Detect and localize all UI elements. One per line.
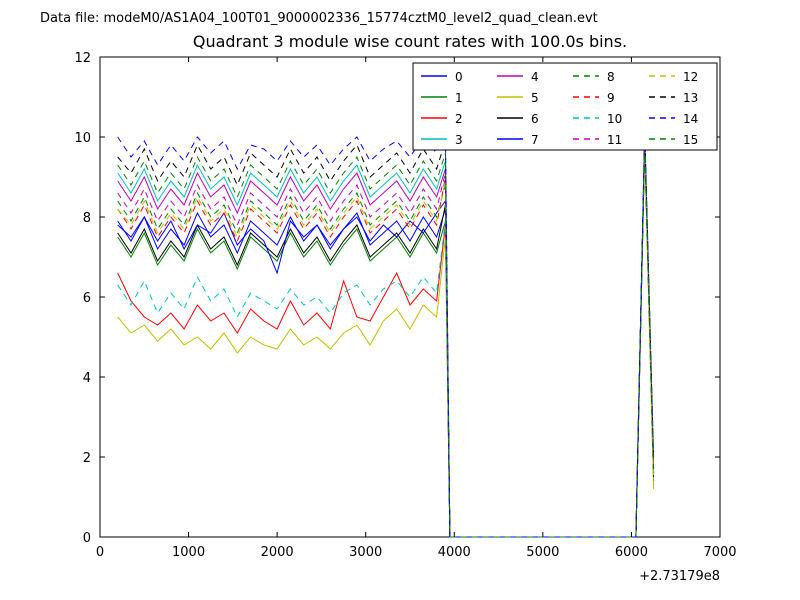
- legend-label-10: 10: [607, 112, 622, 126]
- y-tick-label: 2: [83, 451, 91, 466]
- series-line-0: [117, 140, 655, 538]
- legend-label-2: 2: [455, 112, 463, 126]
- series-line-2: [117, 140, 655, 538]
- legend-label-6: 6: [531, 112, 539, 126]
- x-tick-label: 0: [96, 545, 104, 560]
- legend-label-12: 12: [683, 70, 698, 84]
- series-line-13: [117, 128, 655, 538]
- y-tick-label: 0: [83, 531, 91, 546]
- x-tick-label: 2000: [261, 545, 294, 560]
- series-line-5: [117, 148, 655, 538]
- legend-label-8: 8: [607, 70, 615, 84]
- series-lines: [117, 128, 655, 538]
- y-tick-label: 10: [74, 131, 91, 146]
- series-line-3: [117, 132, 655, 538]
- x-tick-label: 7000: [703, 545, 736, 560]
- x-offset-label: +2.73179e8: [639, 569, 720, 584]
- series-line-4: [117, 136, 655, 538]
- y-tick-label: 8: [83, 211, 91, 226]
- x-tick-label: 3000: [349, 545, 382, 560]
- legend-label-4: 4: [531, 70, 539, 84]
- y-tick-label: 6: [83, 291, 91, 306]
- legend-label-11: 11: [607, 133, 622, 147]
- legend-label-5: 5: [531, 91, 539, 105]
- legend-label-1: 1: [455, 91, 463, 105]
- y-tick-label: 4: [83, 371, 91, 386]
- x-tick-label: 5000: [526, 545, 559, 560]
- series-line-6: [117, 144, 655, 538]
- legend-label-0: 0: [455, 70, 463, 84]
- series-line-9: [117, 136, 655, 538]
- series-line-14: [117, 128, 655, 538]
- series-line-10: [117, 144, 655, 538]
- series-line-7: [117, 136, 655, 538]
- legend-label-14: 14: [683, 112, 698, 126]
- legend-label-13: 13: [683, 91, 698, 105]
- series-line-8: [117, 140, 655, 538]
- legend-label-9: 9: [607, 91, 615, 105]
- legend-label-15: 15: [683, 133, 698, 147]
- x-tick-label: 6000: [615, 545, 648, 560]
- series-line-12: [117, 140, 655, 538]
- legend-box: [412, 62, 718, 151]
- legend-label-7: 7: [531, 133, 539, 147]
- legend-label-3: 3: [455, 133, 463, 147]
- series-line-1: [117, 144, 655, 538]
- chart-title: Quadrant 3 module wise count rates with …: [193, 32, 627, 51]
- data-file-label: Data file: modeM0/AS1A04_100T01_90000023…: [40, 11, 598, 26]
- x-tick-label: 1000: [172, 545, 205, 560]
- x-tick-label: 4000: [438, 545, 471, 560]
- y-tick-label: 12: [74, 51, 91, 66]
